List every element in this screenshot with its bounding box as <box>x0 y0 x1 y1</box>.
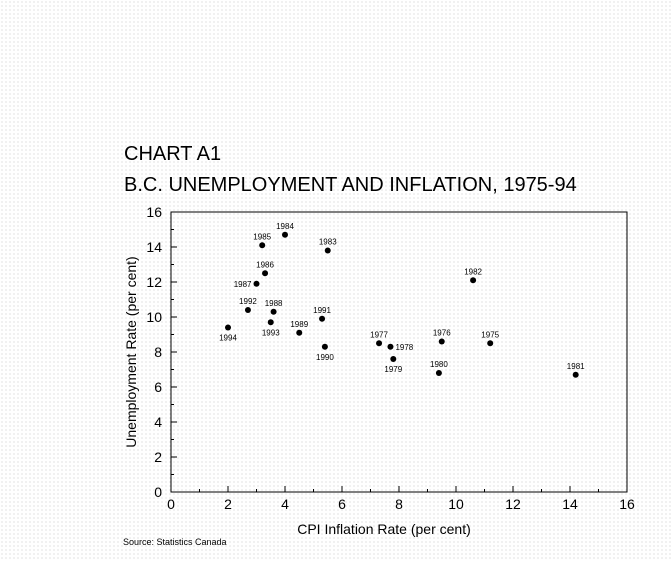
y-tick-label: 2 <box>154 449 162 465</box>
data-point <box>572 371 579 378</box>
x-tick-label: 14 <box>562 496 578 512</box>
point-label: 1980 <box>430 360 448 369</box>
y-tick-label: 0 <box>154 484 162 500</box>
data-point <box>324 247 331 254</box>
data-point <box>267 319 274 326</box>
x-axis-label: CPI Inflation Rate (per cent) <box>297 521 471 537</box>
data-point <box>470 277 477 284</box>
data-point <box>438 338 445 345</box>
point-label: 1986 <box>256 260 274 269</box>
point-label: 1978 <box>395 343 413 352</box>
point-label: 1989 <box>290 320 308 329</box>
point-label: 1983 <box>319 238 337 247</box>
source-note: Source: Statistics Canada <box>123 537 227 547</box>
y-tick-label: 14 <box>146 239 162 255</box>
x-tick-label: 12 <box>505 496 521 512</box>
data-point <box>262 270 269 277</box>
chart-title: B.C. UNEMPLOYMENT AND INFLATION, 1975-94 <box>124 174 577 196</box>
data-point <box>296 329 303 336</box>
point-label: 1993 <box>262 328 280 337</box>
y-tick-label: 8 <box>154 344 162 360</box>
y-tick-label: 6 <box>154 379 162 395</box>
point-label: 1982 <box>464 267 482 276</box>
point-label: 1988 <box>265 299 283 308</box>
data-point <box>282 231 288 238</box>
x-tick-label: 0 <box>167 496 175 512</box>
point-label: 1979 <box>384 365 402 374</box>
data-point <box>253 280 260 287</box>
data-points: 1975 1976 1977 1978 1979 1980 1981 1982 1983 1984… <box>219 222 585 378</box>
point-label: 1985 <box>253 232 271 241</box>
y-axis-label: Unemployment Rate (per cent) <box>123 256 139 447</box>
data-point <box>259 242 266 249</box>
data-point <box>387 343 394 350</box>
y-tick-label: 4 <box>154 414 162 430</box>
data-point <box>376 340 383 347</box>
data-point <box>244 307 251 313</box>
point-label: 1987 <box>234 280 252 289</box>
chart-label: CHART A1 <box>124 143 222 165</box>
point-label: 1990 <box>316 353 334 362</box>
point-label: 1981 <box>567 362 585 371</box>
x-tick-label: 2 <box>224 496 232 512</box>
data-point <box>487 340 494 347</box>
x-tick-label: 10 <box>448 496 464 512</box>
x-tick-label: 8 <box>395 496 403 512</box>
point-label: 1984 <box>276 222 294 231</box>
y-tick-label: 10 <box>146 309 162 325</box>
data-point <box>225 324 231 331</box>
data-point <box>319 315 326 322</box>
point-label: 1994 <box>219 334 237 343</box>
y-tick-label: 12 <box>146 274 162 290</box>
x-tick-label: 6 <box>338 496 346 512</box>
point-label: 1975 <box>481 330 499 339</box>
point-label: 1991 <box>313 306 331 315</box>
data-point <box>270 308 277 315</box>
data-point <box>390 356 397 362</box>
plot-frame <box>170 211 628 493</box>
axes: 0 2 4 6 8 10 12 14 16 0 2 4 6 8 10 12 14 16 CPI Inflation … <box>123 204 635 537</box>
point-label: 1976 <box>433 329 451 338</box>
x-tick-label: 4 <box>281 496 289 512</box>
data-point <box>321 343 328 350</box>
x-tick-label: 16 <box>619 496 635 512</box>
data-point <box>435 370 442 376</box>
point-label: 1977 <box>370 330 388 339</box>
y-tick-label: 16 <box>146 204 162 220</box>
point-label: 1992 <box>239 297 257 306</box>
